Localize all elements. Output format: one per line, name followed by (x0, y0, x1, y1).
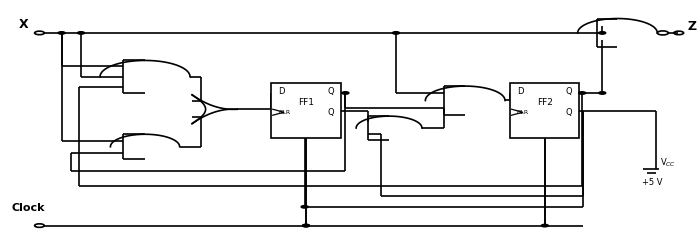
Text: Q: Q (327, 108, 333, 116)
Circle shape (303, 225, 310, 227)
Circle shape (303, 225, 310, 227)
Circle shape (393, 33, 399, 35)
Text: +5 V: +5 V (642, 177, 662, 186)
Circle shape (78, 33, 85, 35)
Text: D: D (278, 87, 284, 96)
Text: Z: Z (687, 20, 696, 33)
Circle shape (579, 92, 586, 95)
Text: CLR: CLR (278, 110, 290, 114)
Circle shape (541, 225, 548, 227)
Circle shape (342, 92, 349, 95)
Circle shape (58, 33, 65, 35)
Text: FF1: FF1 (298, 97, 314, 106)
Text: Q: Q (566, 87, 572, 96)
Bar (510, 84, 579, 138)
Circle shape (599, 33, 606, 35)
Circle shape (301, 206, 308, 208)
Text: FF2: FF2 (537, 97, 553, 106)
Text: D: D (517, 87, 524, 96)
Circle shape (599, 92, 606, 95)
Text: V$_{CC}$: V$_{CC}$ (660, 156, 676, 168)
Text: Q: Q (327, 87, 333, 96)
Text: X: X (19, 18, 29, 31)
Text: Clock: Clock (12, 202, 45, 212)
Text: CLR: CLR (517, 110, 529, 114)
Text: Q: Q (566, 108, 572, 116)
Bar (271, 84, 340, 138)
